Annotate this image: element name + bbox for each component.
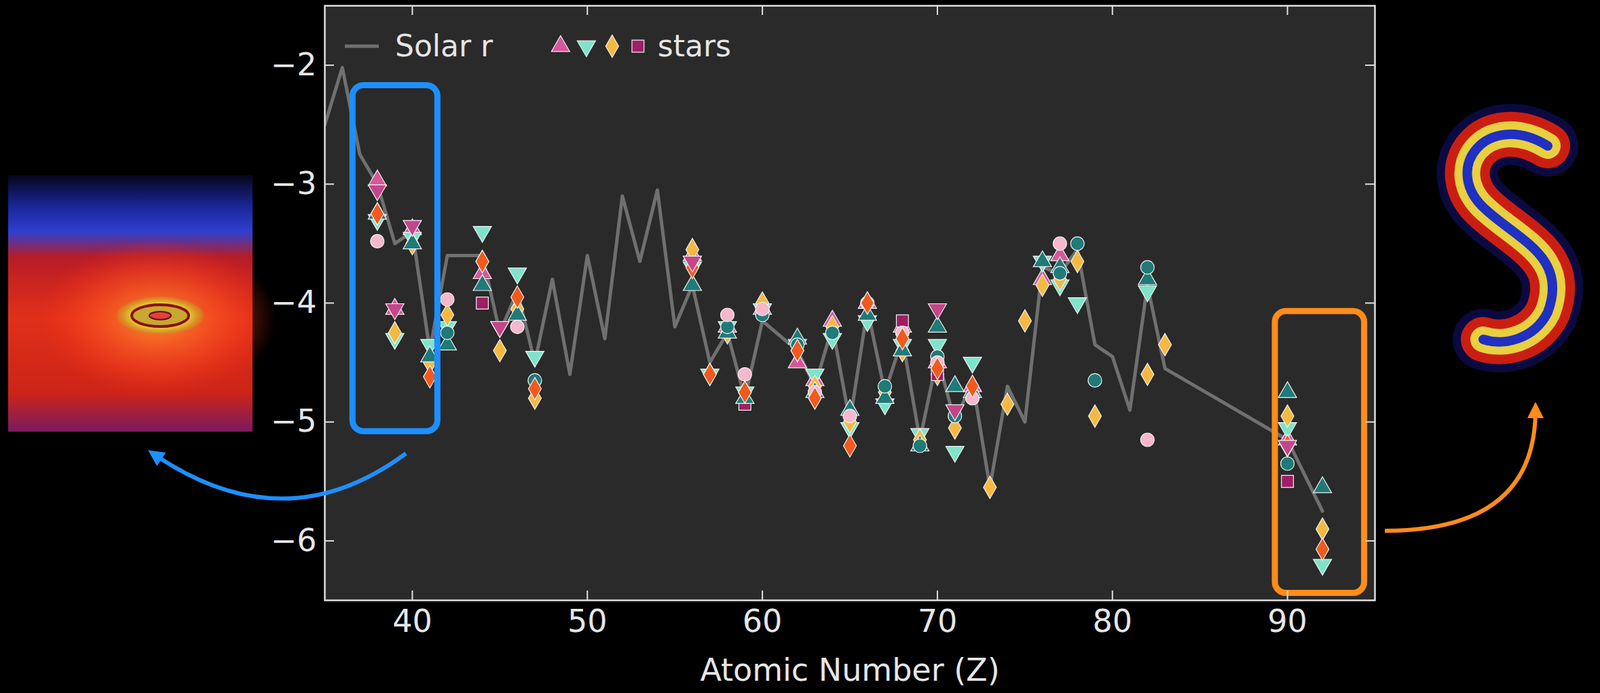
- svg-text:90: 90: [1267, 602, 1308, 640]
- svg-text:−2: −2: [270, 46, 318, 83]
- svg-text:60: 60: [742, 602, 783, 640]
- svg-text:70: 70: [917, 602, 958, 640]
- svg-text:−6: −6: [270, 522, 318, 559]
- svg-text:Solar r: Solar r: [395, 28, 494, 64]
- svg-text:50: 50: [567, 602, 608, 640]
- svg-text:Atomic Number (Z): Atomic Number (Z): [699, 651, 1000, 689]
- svg-text:−3: −3: [270, 164, 318, 202]
- svg-text:80: 80: [1092, 602, 1133, 640]
- svg-text:stars: stars: [657, 28, 732, 64]
- svg-text:−5: −5: [270, 402, 318, 440]
- svg-text:40: 40: [392, 602, 433, 640]
- svg-text:−4: −4: [270, 283, 318, 321]
